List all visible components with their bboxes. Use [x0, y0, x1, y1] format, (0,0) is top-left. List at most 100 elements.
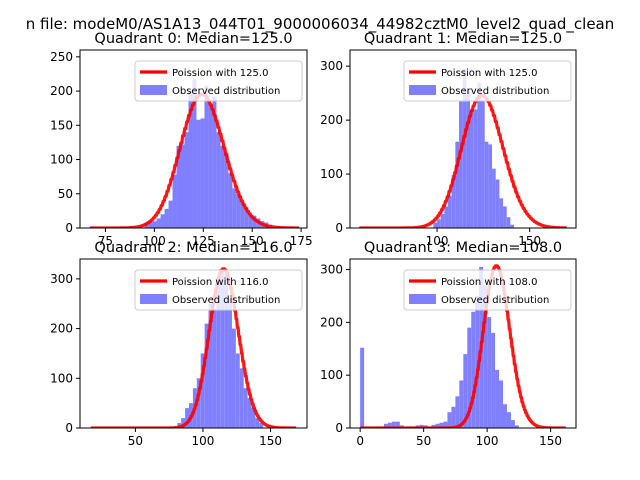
- histogram-bar: [495, 369, 500, 428]
- histogram-bar: [467, 327, 472, 428]
- histogram-bar: [462, 68, 467, 228]
- histogram-bar: [208, 104, 213, 228]
- x-tick-label: 150: [539, 434, 562, 448]
- y-tick-label: 300: [320, 263, 343, 277]
- subplot-quadrant-2: Quadrant 2: Median=116.0 50 100 150 0 100 200 3…: [50, 240, 308, 448]
- histogram-bar: [488, 144, 493, 228]
- poisson-curve: [358, 93, 568, 228]
- legend-label-poisson: Poission with 125.0: [441, 68, 537, 79]
- poisson-curve: [359, 264, 567, 428]
- histogram-bar: [448, 195, 452, 228]
- figure-suptitle: n file: modeM0/AS1A13_044T01_9000006034_…: [26, 15, 615, 34]
- histogram-bar: [228, 298, 232, 428]
- y-tick-label: 0: [335, 221, 343, 235]
- y-tick-label: 300: [50, 272, 73, 286]
- histogram-bar: [255, 418, 260, 428]
- y-tick-label: 100: [50, 153, 73, 167]
- histogram-bar: [231, 328, 236, 428]
- legend-label-poisson: Poission with 108.0: [441, 277, 537, 288]
- y-tick-label: 300: [320, 59, 343, 73]
- histogram-bar: [451, 406, 456, 428]
- histogram-bar: [251, 408, 256, 428]
- histogram-bar: [459, 101, 463, 228]
- y-tick-label: 100: [320, 368, 343, 382]
- x-tick-label: 150: [518, 234, 541, 248]
- legend-label-observed: Observed distribution: [172, 295, 280, 306]
- x-tick-label: 50: [128, 434, 143, 448]
- x-tick-label: 150: [259, 434, 282, 448]
- histogram-bar: [212, 96, 217, 228]
- histogram-bar: [444, 206, 449, 228]
- histogram-bar: [220, 145, 225, 228]
- histogram-bar: [440, 213, 445, 228]
- histogram-bar: [473, 109, 478, 228]
- histogram-bar: [499, 380, 503, 428]
- legend-patch-swatch: [409, 85, 436, 95]
- histogram-bar: [437, 219, 441, 228]
- y-tick-label: 0: [65, 221, 73, 235]
- subplot-title: Quadrant 0: Median=125.0: [94, 31, 292, 47]
- subplot-title: Quadrant 3: Median=108.0: [364, 240, 562, 256]
- y-tick-label: 0: [65, 421, 73, 435]
- histogram-bar: [200, 353, 205, 428]
- histogram-bar: [492, 168, 496, 228]
- x-tick-label: 100: [143, 234, 166, 248]
- x-tick-label: 100: [476, 434, 499, 448]
- histogram-bar: [176, 145, 181, 228]
- y-tick-label: 50: [58, 187, 73, 201]
- histogram-bar: [184, 132, 189, 228]
- axes-frame: [349, 49, 577, 229]
- histogram-bar: [152, 221, 157, 228]
- y-tick-label: 150: [50, 118, 73, 132]
- y-tick-label: 200: [50, 322, 73, 336]
- histogram-bar: [243, 388, 248, 428]
- histogram-bar: [483, 285, 488, 428]
- histogram-bar: [239, 368, 244, 428]
- histogram-bar: [503, 206, 507, 228]
- histogram-bar: [228, 173, 233, 228]
- legend-patch-swatch: [140, 294, 167, 304]
- histogram-bar: [247, 398, 252, 428]
- histogram-bar: [459, 380, 464, 428]
- histogram-bar: [360, 347, 365, 428]
- histogram-bar: [506, 412, 511, 428]
- histogram-bar: [481, 101, 485, 228]
- x-tick-label: 125: [192, 234, 215, 248]
- histogram-bar: [502, 404, 507, 428]
- histogram-bar: [506, 217, 511, 228]
- legend-label-observed: Observed distribution: [441, 86, 549, 97]
- x-tick-label: 0: [356, 434, 364, 448]
- x-tick-label: 50: [416, 434, 431, 448]
- axes-frame: [349, 258, 577, 429]
- histogram-bar: [148, 221, 153, 228]
- histogram-bar: [466, 90, 471, 228]
- histogram-bar: [435, 423, 440, 428]
- y-tick-label: 0: [335, 421, 343, 435]
- x-tick-label: 100: [192, 434, 215, 448]
- histogram-bar: [236, 193, 241, 228]
- histogram-bar: [204, 85, 209, 228]
- histogram-bar: [200, 118, 205, 228]
- histogram-bar: [259, 423, 264, 428]
- histogram-bar: [180, 144, 185, 228]
- histogram-bar: [252, 215, 257, 228]
- histogram-bar: [188, 91, 193, 228]
- histogram-bar: [463, 354, 468, 428]
- histogram-bar: [491, 332, 496, 428]
- histogram-bar: [240, 201, 245, 228]
- histogram-bar: [168, 200, 173, 228]
- legend-label-observed: Observed distribution: [172, 86, 280, 97]
- histogram-bar: [164, 208, 169, 228]
- histogram-bar: [433, 222, 438, 228]
- legend-patch-swatch: [140, 85, 167, 95]
- x-tick-label: 100: [426, 234, 449, 248]
- histogram-bar: [514, 425, 519, 428]
- y-tick-label: 200: [50, 84, 73, 98]
- legend-label-poisson: Poission with 125.0: [172, 68, 268, 79]
- x-tick-label: 75: [98, 234, 113, 248]
- histogram-bar: [443, 421, 448, 428]
- poisson-curve: [89, 267, 298, 428]
- histogram-bar: [216, 132, 221, 228]
- histogram-bar: [471, 311, 476, 428]
